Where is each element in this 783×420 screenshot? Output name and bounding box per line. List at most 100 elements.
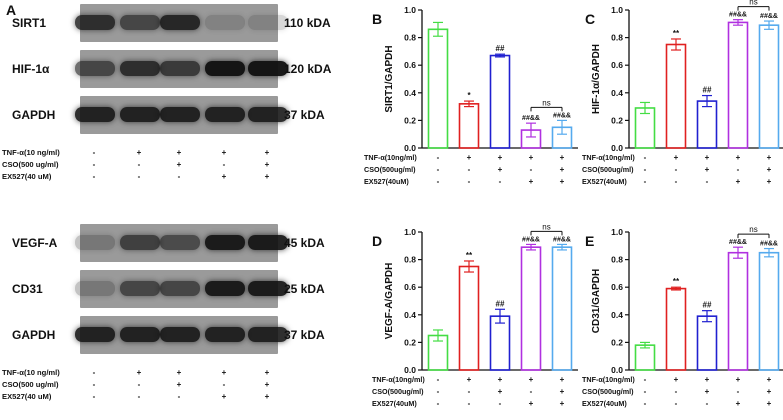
treatment-sign: + — [498, 375, 503, 384]
blot-kda-label: 25 kDA — [284, 282, 325, 296]
bar — [696, 100, 718, 149]
blot-band — [75, 15, 115, 30]
treatment-sign: - — [92, 160, 96, 169]
significance-label: ** — [673, 277, 680, 286]
significance-label: ##&& — [760, 241, 778, 248]
blot-band — [205, 235, 245, 250]
blot-band — [248, 107, 288, 122]
treatment-sign: - — [437, 375, 440, 384]
ns-label: ns — [542, 222, 550, 231]
treatment-label: CSO(500 ug/ml) — [2, 160, 59, 169]
blot-strip — [75, 4, 288, 42]
y-tick-label: 0.0 — [611, 143, 623, 153]
treatment-sign: - — [644, 177, 647, 186]
blot-band — [120, 61, 160, 76]
treatment-sign: - — [437, 177, 440, 186]
treatment-sign: + — [705, 165, 710, 174]
y-tick-label: 0.8 — [611, 255, 623, 265]
treatment-sign: - — [92, 148, 96, 157]
treatment-sign: + — [767, 399, 772, 408]
y-tick-label: 1.0 — [611, 227, 623, 237]
blot-row-label: VEGF-A — [12, 236, 58, 250]
y-tick-label: 0.6 — [611, 60, 623, 70]
y-tick-label: 0.0 — [404, 365, 416, 375]
blot-strip — [75, 316, 288, 354]
y-tick-label: 0.4 — [404, 310, 416, 320]
treatment-label: TNF-α(10ng/ml) — [582, 153, 635, 162]
significance-label: ##&& — [729, 239, 747, 246]
blot-band — [205, 15, 245, 30]
treatment-sign: - — [644, 165, 647, 174]
bar — [489, 54, 511, 149]
blot-kda-label: 37 kDA — [284, 328, 325, 342]
ns-label: ns — [749, 0, 757, 7]
treatment-label: EX527(40uM) — [372, 399, 417, 408]
treatment-sign: - — [177, 172, 181, 181]
ns-label: ns — [542, 98, 550, 107]
treatment-sign: - — [137, 392, 141, 401]
treatment-sign: - — [468, 399, 471, 408]
treatment-label: TNF-α(10 ng/ml) — [2, 368, 60, 377]
treatment-label: CSO(500ug/ml) — [582, 387, 634, 396]
blot-band — [120, 15, 160, 30]
treatment-sign: + — [674, 375, 679, 384]
treatment-sign: + — [176, 380, 182, 389]
treatment-sign: + — [705, 387, 710, 396]
treatment-sign: + — [264, 160, 270, 169]
y-tick-label: 1.0 — [611, 5, 623, 15]
treatment-sign: + — [136, 368, 142, 377]
y-tick-label: 0.8 — [404, 33, 416, 43]
blot-kda-label: 45 kDA — [284, 236, 325, 250]
treatment-sign: + — [705, 375, 710, 384]
bar — [634, 344, 656, 371]
blot-band — [248, 235, 288, 250]
treatment-label: EX527(40uM) — [582, 177, 627, 186]
treatment-sign: - — [706, 399, 709, 408]
treatment-sign: + — [529, 399, 534, 408]
bar — [520, 246, 542, 371]
treatment-label: CSO(500ug/ml) — [582, 165, 634, 174]
treatment-label: EX527(40 uM) — [2, 392, 52, 401]
treatment-sign: - — [499, 177, 502, 186]
blot-kda-label: 37 kDA — [284, 108, 325, 122]
treatment-sign: + — [767, 165, 772, 174]
treatment-label: TNF-α(10ng/ml) — [372, 375, 425, 384]
blot-band — [75, 107, 115, 122]
significance-label: ##&& — [522, 236, 540, 243]
treatment-label: CSO(500ug/ml) — [372, 387, 424, 396]
significance-label: ##&& — [522, 115, 540, 122]
treatment-sign: - — [137, 172, 141, 181]
blot-band — [75, 235, 115, 250]
treatment-sign: + — [529, 153, 534, 162]
y-tick-label: 1.0 — [404, 227, 416, 237]
ns-label: ns — [749, 225, 757, 234]
significance-label: ** — [673, 29, 680, 38]
treatment-sign: - — [437, 387, 440, 396]
bar — [696, 315, 718, 371]
treatment-sign: + — [560, 375, 565, 384]
blot-band — [205, 327, 245, 342]
y-axis-title: VEGF-A/GAPDH — [384, 263, 395, 340]
bar — [665, 287, 687, 371]
blot-band — [120, 235, 160, 250]
blot-band — [75, 327, 115, 342]
blot-band — [160, 107, 200, 122]
bar — [458, 265, 480, 371]
treatment-sign: - — [222, 380, 226, 389]
y-tick-label: 0.4 — [404, 88, 416, 98]
y-tick-label: 0.0 — [404, 143, 416, 153]
panel-letter-c: C — [585, 11, 595, 27]
panel-letter-e: E — [585, 233, 594, 249]
treatment-sign: + — [221, 368, 227, 377]
treatment-sign: - — [92, 392, 96, 401]
treatment-sign: + — [560, 399, 565, 408]
y-axis-title: SIRT1/GAPDH — [384, 45, 395, 112]
treatment-sign: + — [264, 380, 270, 389]
treatment-sign: - — [92, 380, 96, 389]
treatment-sign: - — [437, 165, 440, 174]
treatment-sign: + — [705, 153, 710, 162]
significance-label: ## — [703, 301, 712, 310]
y-tick-label: 0.0 — [611, 365, 623, 375]
treatment-sign: + — [736, 177, 741, 186]
treatment-sign: - — [437, 399, 440, 408]
